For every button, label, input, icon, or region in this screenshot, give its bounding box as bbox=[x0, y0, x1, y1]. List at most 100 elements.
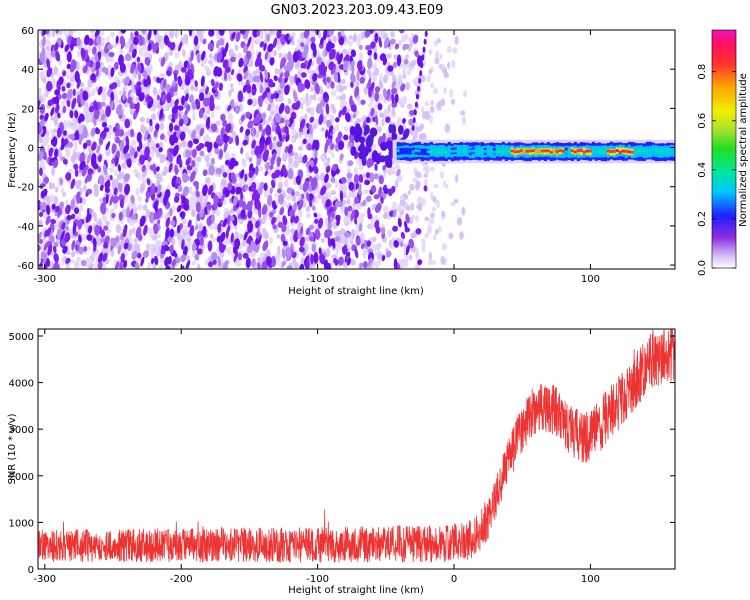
band-cell bbox=[585, 149, 589, 153]
noise-blob bbox=[265, 124, 272, 136]
noise-speckle bbox=[372, 236, 377, 242]
noise-blob bbox=[402, 118, 406, 124]
noise-blob bbox=[207, 240, 213, 252]
noise-speckle bbox=[168, 51, 174, 56]
noise-speckle bbox=[313, 92, 317, 102]
noise-speckle bbox=[99, 30, 105, 36]
noise-speckle bbox=[407, 190, 412, 195]
noise-blob bbox=[177, 105, 184, 111]
noise-speckle bbox=[191, 208, 196, 217]
band-cell bbox=[486, 150, 490, 154]
noise-streak bbox=[414, 101, 418, 108]
noise-speckle bbox=[270, 103, 276, 110]
noise-speckle bbox=[199, 33, 204, 43]
band-cell bbox=[570, 149, 574, 153]
noise-blob bbox=[48, 229, 53, 241]
noise-speckle bbox=[409, 40, 414, 47]
noise-speckle bbox=[46, 195, 51, 205]
noise-blob bbox=[78, 234, 82, 243]
colorbar-tick-label: 0.4 bbox=[697, 162, 708, 178]
noise-speckle bbox=[198, 30, 203, 34]
noise-streak bbox=[421, 54, 425, 61]
noise-speckle bbox=[346, 199, 351, 205]
band-cell bbox=[525, 149, 529, 153]
noise-speckle bbox=[39, 70, 45, 80]
noise-blob bbox=[367, 49, 373, 56]
noise-speckle bbox=[133, 237, 138, 243]
noise-cluster bbox=[380, 141, 388, 151]
noise-speckle bbox=[395, 121, 401, 128]
noise-blob bbox=[366, 240, 372, 247]
noise-speckle bbox=[325, 248, 331, 258]
noise-blob bbox=[325, 165, 331, 174]
snr-series-line bbox=[38, 329, 675, 563]
noise-speckle bbox=[283, 179, 289, 187]
noise-speckle bbox=[334, 124, 340, 132]
noise-speckle bbox=[224, 237, 230, 245]
noise-speckle bbox=[106, 36, 110, 42]
band-cell bbox=[444, 150, 448, 154]
noise-speckle bbox=[426, 75, 431, 82]
noise-speckle bbox=[250, 149, 256, 156]
noise-speckle bbox=[182, 49, 186, 58]
noise-cluster bbox=[350, 146, 357, 156]
noise-blob bbox=[191, 129, 196, 141]
noise-blob bbox=[400, 231, 406, 240]
noise-blob bbox=[284, 145, 289, 154]
noise-blob bbox=[71, 239, 76, 251]
noise-blob bbox=[393, 240, 399, 248]
noise-blob bbox=[338, 256, 344, 266]
noise-speckle bbox=[377, 125, 382, 133]
noise-blob bbox=[284, 119, 290, 126]
noise-speckle bbox=[415, 182, 420, 191]
noise-speckle bbox=[188, 202, 195, 211]
noise-blob bbox=[254, 57, 261, 67]
noise-speckle bbox=[65, 199, 69, 206]
noise-speckle bbox=[421, 244, 426, 253]
noise-speckle bbox=[51, 182, 56, 189]
noise-speckle bbox=[430, 82, 435, 88]
noise-speckle bbox=[252, 70, 258, 77]
noise-speckle bbox=[368, 103, 373, 108]
noise-speckle bbox=[414, 171, 421, 178]
noise-speckle bbox=[259, 252, 265, 259]
noise-speckle bbox=[73, 141, 78, 151]
band-cell bbox=[531, 149, 535, 153]
noise-speckle bbox=[293, 261, 299, 269]
noise-speckle bbox=[326, 82, 331, 89]
band-cell bbox=[423, 150, 427, 154]
y-tick-label: 60 bbox=[21, 26, 34, 37]
noise-speckle bbox=[151, 141, 155, 147]
noise-blob bbox=[405, 213, 410, 224]
noise-cluster bbox=[358, 144, 365, 152]
noise-speckle bbox=[342, 85, 348, 91]
noise-blob bbox=[137, 34, 144, 46]
noise-speckle bbox=[363, 188, 369, 195]
noise-blob bbox=[392, 225, 399, 232]
noise-speckle bbox=[204, 154, 210, 163]
noise-blob bbox=[139, 215, 146, 227]
noise-speckle bbox=[231, 152, 236, 158]
band-cell bbox=[633, 150, 637, 154]
noise-speckle bbox=[108, 167, 114, 173]
noise-speckle bbox=[70, 125, 77, 130]
band-cell bbox=[621, 149, 625, 153]
noise-speckle bbox=[420, 75, 426, 83]
noise-speckle bbox=[442, 180, 447, 187]
noise-speckle bbox=[209, 233, 214, 239]
noise-speckle bbox=[228, 30, 232, 35]
noise-blob bbox=[338, 109, 343, 118]
band-cell bbox=[555, 150, 559, 154]
noise-blob bbox=[125, 53, 132, 62]
noise-blob bbox=[286, 187, 293, 194]
noise-speckle bbox=[237, 52, 242, 60]
noise-speckle bbox=[130, 82, 135, 89]
noise-blob bbox=[191, 160, 196, 168]
noise-speckle bbox=[162, 72, 167, 79]
noise-speckle bbox=[41, 165, 47, 171]
noise-blob bbox=[211, 252, 218, 262]
noise-speckle bbox=[374, 251, 380, 257]
band-cell bbox=[477, 150, 481, 154]
noise-blob bbox=[356, 70, 360, 82]
noise-speckle bbox=[340, 78, 346, 85]
